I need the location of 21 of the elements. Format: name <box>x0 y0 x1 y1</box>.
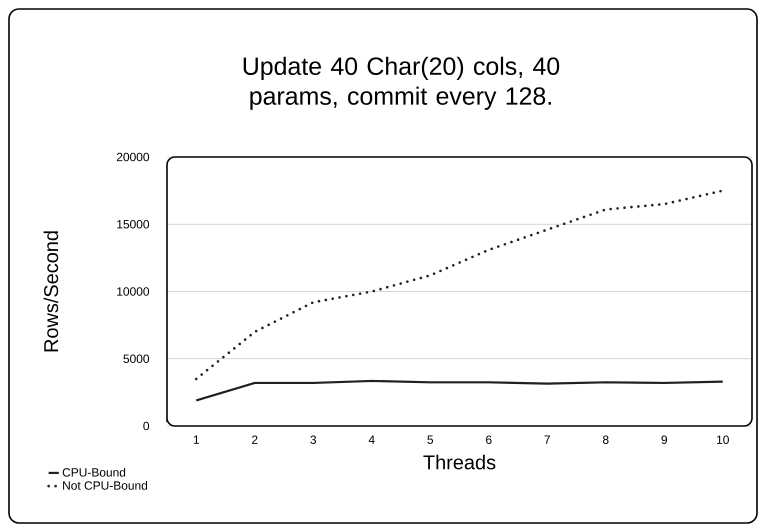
y-tick-label: 0 <box>143 422 150 430</box>
x-axis-title: Threads <box>423 454 496 470</box>
x-tick-label: 9 <box>661 436 668 444</box>
legend-label: CPU-Bound <box>62 468 126 477</box>
y-tick-label: 10000 <box>117 287 150 296</box>
x-tick-label: 5 <box>427 436 434 444</box>
x-tick-label: 8 <box>602 436 609 444</box>
legend-label: Not CPU-Bound <box>63 480 148 490</box>
y-tick-label: 5000 <box>123 354 150 363</box>
y-tick-label: 15000 <box>117 220 150 228</box>
y-axis-title: Rows/Second <box>44 231 58 352</box>
x-tick-label: 7 <box>544 436 550 444</box>
x-tick-label: 1 <box>194 436 199 444</box>
x-tick-label: 2 <box>252 436 258 444</box>
x-tick-label: 3 <box>310 436 316 444</box>
chart-title: Update 40 Char(20) cols, 40 params, commit every 128. <box>244 56 560 110</box>
x-tick-label: 10 <box>717 436 729 444</box>
x-tick-label: 6 <box>486 436 492 444</box>
x-tick-label: 4 <box>368 436 375 444</box>
line-series <box>195 380 724 402</box>
y-tick-label: 20000 <box>116 152 150 162</box>
